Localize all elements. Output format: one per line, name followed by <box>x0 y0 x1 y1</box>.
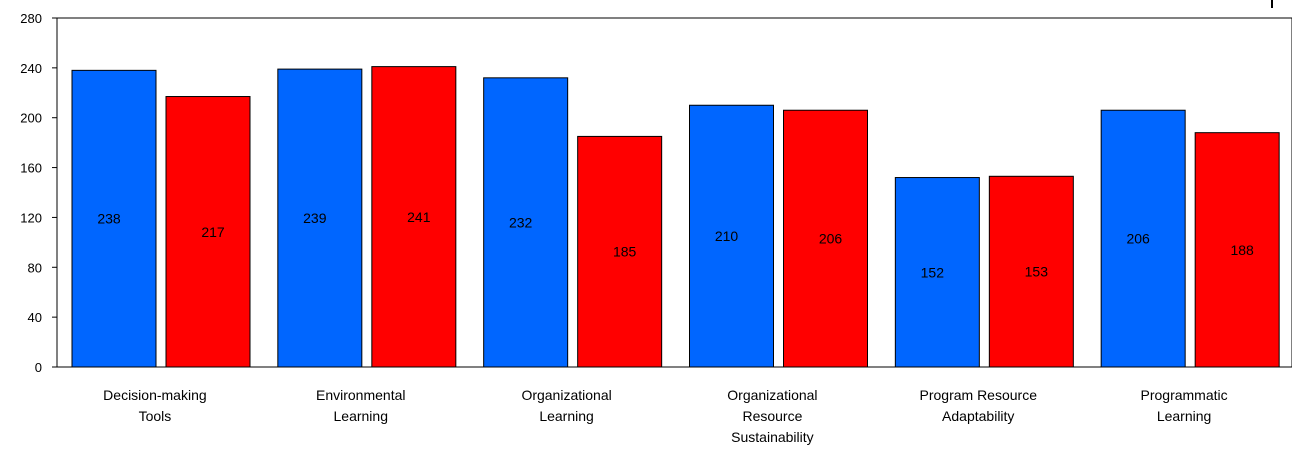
x-tick-label: Programmatic <box>1141 387 1228 403</box>
y-axis: 0 40 80 120 160 200 240 280 <box>20 11 57 375</box>
x-tick-label: Learning <box>1157 408 1212 424</box>
data-label: 206 <box>819 231 843 247</box>
y-tick-label: 280 <box>20 11 42 26</box>
data-label: 153 <box>1025 264 1049 280</box>
y-tick-label: 160 <box>20 161 42 176</box>
x-tick-label: Resource <box>742 408 802 424</box>
y-tick-label: 200 <box>20 111 42 126</box>
bar <box>1194 132 1280 368</box>
bar <box>71 69 157 368</box>
bars <box>71 66 1280 368</box>
data-labels: 238 217 239 241 232 185 210 206 152 153 206 188 <box>97 209 1254 280</box>
data-label: 239 <box>303 210 327 226</box>
data-label: 152 <box>921 264 945 280</box>
x-tick-label: Tools <box>139 408 172 424</box>
bar <box>894 177 980 368</box>
bar <box>277 68 363 368</box>
bar <box>483 77 569 368</box>
x-tick-label: Environmental <box>316 387 406 403</box>
bar <box>371 66 457 368</box>
data-label: 232 <box>509 214 533 230</box>
plot-border <box>56 17 1292 368</box>
x-tick-label: Organizational <box>727 387 817 403</box>
y-tick-label: 80 <box>28 260 42 275</box>
x-tick-label: Learning <box>539 408 594 424</box>
x-axis: Decision-making Tools Environmental Learnin… <box>103 387 1227 445</box>
bar <box>988 175 1074 368</box>
y-tick-label: 40 <box>28 310 42 325</box>
x-tick-label: Organizational <box>521 387 611 403</box>
data-label: 206 <box>1126 231 1150 247</box>
x-tick-label: Decision-making <box>103 387 206 403</box>
bar <box>1100 109 1186 368</box>
data-label: 238 <box>97 211 121 227</box>
data-label: 185 <box>613 244 637 260</box>
x-tick-label: Program Resource <box>920 387 1038 403</box>
plot-area <box>56 17 1292 368</box>
y-tick-label: 0 <box>35 360 42 375</box>
data-label: 188 <box>1230 242 1254 258</box>
bar <box>783 109 868 368</box>
bar <box>689 104 774 368</box>
x-tick-label: Learning <box>334 408 389 424</box>
data-label: 241 <box>407 209 431 225</box>
x-tick-label: Sustainability <box>731 429 814 445</box>
data-label: 210 <box>715 228 739 244</box>
y-tick-label: 120 <box>20 210 42 225</box>
y-tick-label: 240 <box>20 61 42 76</box>
x-tick-label: Adaptability <box>942 408 1014 424</box>
data-label: 217 <box>201 224 225 240</box>
bar <box>165 96 251 368</box>
